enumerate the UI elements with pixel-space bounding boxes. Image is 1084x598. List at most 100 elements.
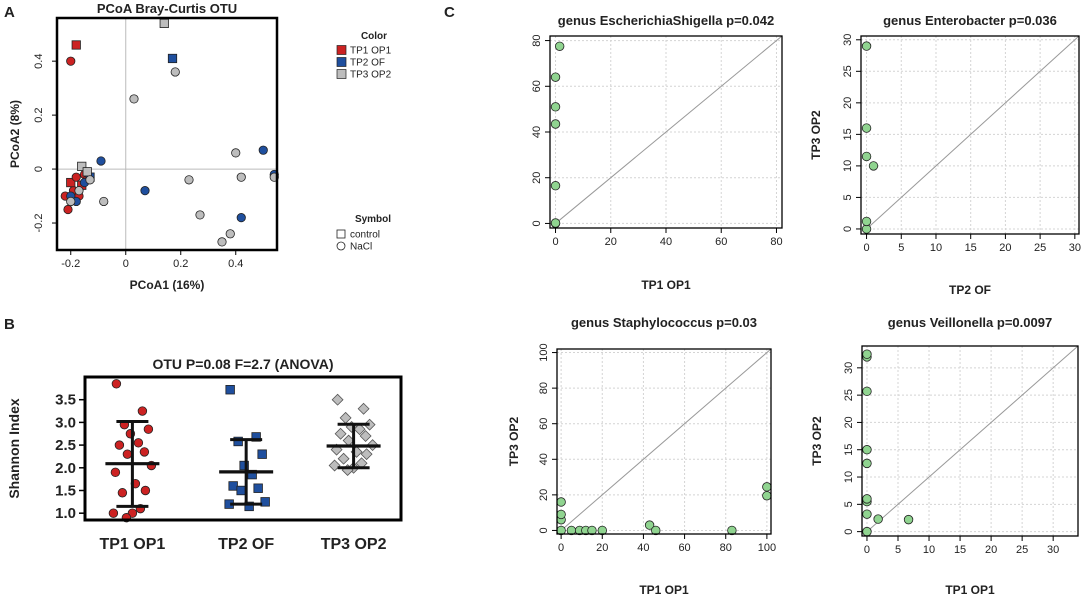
- veillonella-point: [862, 349, 872, 359]
- pcoa-point: [77, 161, 87, 171]
- escherichia-point: [550, 119, 561, 129]
- veillonella-diagonal-line: [866, 345, 1079, 533]
- staphylococcus-diagonal-line: [560, 348, 772, 531]
- staphylococcus-x-axis-label: TP1 OP1: [639, 583, 689, 597]
- staphylococcus-point: [556, 497, 566, 507]
- shannon-point: [137, 406, 148, 416]
- shannon-point: [225, 385, 235, 395]
- staphylococcus-chart: genus Staphylococcus p=0.03 0 20 40 60 80 100 0…: [507, 315, 776, 597]
- pcoa-point: [99, 196, 109, 207]
- enterobacter-y-tick-label: 10: [842, 160, 854, 172]
- veillonella-x-tick-label: 15: [954, 544, 966, 556]
- shannon-plot-frame: [83, 375, 403, 522]
- shannon-y-tick-label: 1.5: [55, 482, 76, 499]
- enterobacter-x-tick-label: 30: [1069, 242, 1081, 254]
- veillonella-point: [862, 445, 872, 455]
- shannon-y-tick-label: 2.5: [55, 437, 76, 454]
- veillonella-y-tick-label: 30: [843, 362, 855, 374]
- pcoa-plot-frame: [55, 16, 279, 252]
- enterobacter-point: [861, 41, 872, 51]
- shannon-point: [140, 485, 151, 496]
- veillonella-point: [873, 514, 883, 524]
- staphylococcus-y-tick-label: 40: [538, 453, 550, 465]
- staphylococcus-point: [644, 520, 655, 530]
- pcoa-point: [231, 148, 241, 158]
- staphylococcus-title: genus Staphylococcus p=0.03: [571, 315, 757, 330]
- staphylococcus-x-tick-label: 20: [596, 542, 608, 554]
- escherichia-point: [554, 41, 565, 51]
- pcoa-legend-symbol-label: control: [350, 230, 380, 241]
- escherichia-title: genus EscherichiaShigella p=0.042: [558, 13, 774, 28]
- escherichia-y-tick-label: 60: [531, 80, 543, 92]
- shannon-title: OTU P=0.08 F=2.7 (ANOVA): [152, 356, 333, 372]
- pcoa-point: [71, 40, 81, 50]
- veillonella-x-tick-label: 20: [985, 544, 997, 556]
- escherichia-y-tick-label: 20: [531, 172, 543, 184]
- shannon-point: [228, 481, 238, 491]
- enterobacter-point: [861, 123, 872, 133]
- staphylococcus-point: [651, 525, 661, 536]
- shannon-point: [357, 402, 370, 415]
- shannon-point: [331, 393, 344, 406]
- veillonella-y-tick-label: 0: [843, 529, 855, 535]
- pcoa-point: [74, 186, 84, 196]
- pcoa-legend-swatch: [336, 45, 347, 55]
- enterobacter-y-tick-label: 25: [842, 65, 854, 77]
- veillonella-x-tick-label: 25: [1016, 544, 1028, 556]
- pcoa-legend-swatch: [336, 69, 347, 79]
- escherichia-y-tick-label: 0: [531, 220, 543, 226]
- escherichia-diagonal-line: [555, 35, 783, 224]
- enterobacter-x-tick-label: 5: [898, 242, 904, 254]
- escherichia-chart: genus EscherichiaShigella p=0.042 0 20 40 60…: [531, 13, 783, 292]
- shannon-y-tick-label: 2.0: [55, 460, 76, 477]
- pcoa-legend-label: TP2 OF: [350, 58, 385, 69]
- pcoa-point: [66, 177, 76, 188]
- escherichia-point: [550, 102, 561, 112]
- veillonella-chart: genus Veillonella p=0.0097 0 5 10 15 20 25 30 0 5…: [810, 315, 1079, 597]
- shannon-point: [114, 440, 125, 450]
- pcoa-y-tick-label: 0.2: [33, 107, 45, 122]
- veillonella-point: [862, 386, 872, 397]
- pcoa-y-tick-label: 0: [33, 166, 45, 172]
- veillonella-y-tick-label: 10: [843, 471, 855, 483]
- pcoa-point: [66, 196, 76, 207]
- enterobacter-x-tick-label: 15: [965, 242, 977, 254]
- staphylococcus-point: [762, 482, 772, 492]
- pcoa-legend-label: TP1 OP1: [350, 46, 392, 57]
- enterobacter-point: [861, 151, 872, 162]
- shannon-y-tick-label: 3.5: [55, 392, 76, 409]
- veillonella-y-tick-label: 15: [843, 444, 855, 456]
- pcoa-point: [159, 18, 169, 28]
- pcoa-legend-label: TP3 OP2: [350, 70, 392, 81]
- veillonella-point: [862, 494, 872, 504]
- escherichia-y-tick-label: 80: [531, 34, 543, 46]
- staphylococcus-y-tick-label: 80: [538, 382, 550, 394]
- enterobacter-y-tick-label: 30: [842, 34, 854, 46]
- enterobacter-y-tick-label: 20: [842, 97, 854, 109]
- pcoa-legend-swatch: [336, 57, 347, 67]
- staphylococcus-x-tick-label: 60: [678, 542, 690, 554]
- pcoa-y-tick-label: -0.2: [33, 214, 45, 233]
- enterobacter-plot-frame: [860, 35, 1080, 235]
- shannon-point: [337, 452, 350, 465]
- shannon-point: [139, 447, 150, 457]
- escherichia-point: [550, 72, 561, 82]
- shannon-point: [236, 485, 246, 496]
- escherichia-x-tick-label: 80: [770, 236, 782, 248]
- shannon-y-axis-label: Shannon Index: [6, 398, 22, 499]
- shannon-point: [334, 427, 347, 440]
- escherichia-x-axis-label: TP1 OP1: [641, 278, 691, 292]
- pcoa-point: [167, 53, 178, 64]
- enterobacter-y-tick-label: 5: [842, 194, 854, 200]
- veillonella-point: [903, 514, 914, 525]
- shannon-chart: OTU P=0.08 F=2.7 (ANOVA) TP1 OP1 TP2 OF TP3…: [6, 356, 403, 553]
- shannon-point: [133, 438, 144, 448]
- shannon-point: [117, 488, 128, 498]
- pcoa-x-tick-label: -0.2: [61, 258, 80, 270]
- pcoa-point: [71, 172, 81, 182]
- veillonella-point: [862, 458, 872, 469]
- pcoa-point: [217, 237, 227, 247]
- pcoa-point: [184, 175, 194, 185]
- shannon-point: [239, 460, 249, 471]
- shannon-category-label: TP3 OP2: [321, 536, 387, 553]
